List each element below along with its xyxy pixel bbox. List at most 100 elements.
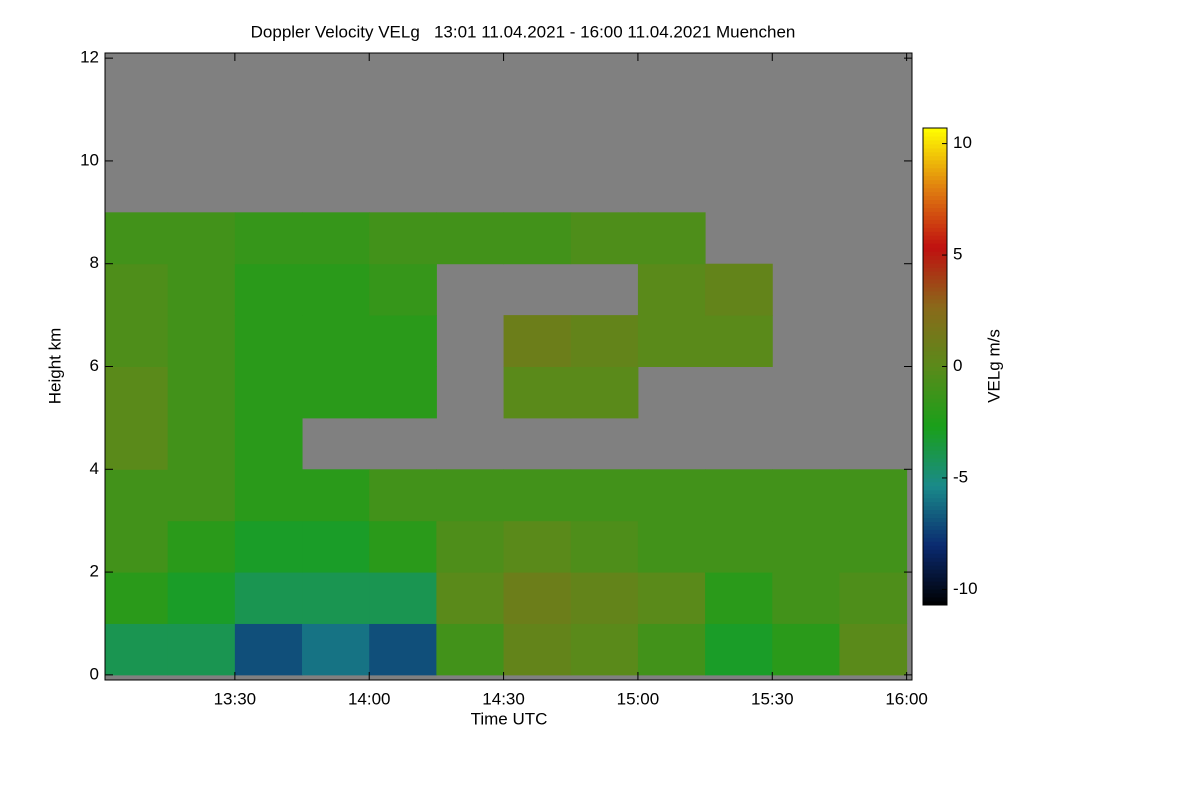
colorbar-segment [923, 410, 947, 415]
colorbar-segment [923, 398, 947, 403]
colorbar-segment [923, 199, 947, 205]
y-tick-label: 10 [80, 150, 99, 169]
heat-cell [839, 623, 908, 676]
heat-cell [369, 212, 437, 265]
colorbar-segment [923, 310, 947, 316]
heat-cell [369, 572, 437, 624]
colorbar-segment [923, 235, 947, 240]
colorbar-segment [923, 167, 947, 173]
heat-cell [705, 263, 773, 316]
colorbar-segment [923, 346, 947, 352]
heat-cell [234, 417, 303, 470]
heat-cell [503, 520, 572, 573]
colorbar-segment [923, 465, 947, 471]
heat-cell [705, 572, 773, 624]
colorbar-segment [923, 374, 947, 379]
heat-cell [436, 469, 505, 522]
colorbar-segment [923, 259, 947, 264]
colorbar-segment [923, 394, 947, 399]
heat-cell [436, 623, 505, 676]
colorbar-segment [923, 473, 947, 479]
heat-cell [369, 366, 437, 419]
colorbar-segment [923, 267, 947, 272]
heat-cell [637, 572, 706, 624]
colorbar-segment [923, 334, 947, 340]
colorbar-segment [923, 509, 947, 515]
colorbar-label: VELg m/s [984, 329, 1003, 403]
colorbar-segment [923, 593, 947, 598]
colorbar-segment [923, 382, 947, 387]
colorbar-segment [923, 227, 947, 232]
heat-cell [105, 572, 169, 624]
colorbar-segment [923, 231, 947, 236]
x-tick-label: 14:30 [482, 689, 525, 708]
heat-cell [167, 469, 236, 522]
colorbar-segment [923, 358, 947, 364]
colorbar-segment [923, 187, 947, 193]
colorbar-segment [923, 521, 947, 526]
heat-cell [705, 469, 773, 522]
heat-cell [105, 366, 169, 419]
colorbar-segment [923, 525, 947, 530]
heat-cell [503, 572, 572, 624]
heat-cell [436, 520, 505, 573]
heat-cell [105, 263, 169, 316]
colorbar-segment [923, 239, 947, 244]
colorbar-segment [923, 386, 947, 391]
colorbar-segment [923, 251, 947, 256]
colorbar-segment [923, 275, 947, 280]
heat-cell [369, 520, 437, 573]
colorbar-segment [923, 302, 947, 308]
heat-cell [234, 572, 303, 624]
heat-cell [302, 572, 370, 624]
x-axis-label: Time UTC [471, 709, 548, 728]
colorbar-segment [923, 418, 947, 423]
heat-cell [772, 469, 840, 522]
heat-cell [234, 366, 303, 419]
colorbar-segment [923, 195, 947, 201]
colorbar-segment [923, 271, 947, 276]
y-tick-label: 0 [90, 664, 99, 683]
colorbar-segment [923, 326, 947, 332]
colorbar-segment [923, 430, 947, 435]
colorbar-segment [923, 426, 947, 431]
colorbar-segment [923, 255, 947, 260]
heat-cell [772, 520, 840, 573]
colorbar-segment [923, 330, 947, 336]
heat-cell [302, 469, 370, 522]
colorbar-segment [923, 569, 947, 574]
colorbar-segment [923, 513, 947, 519]
heat-cell [503, 469, 572, 522]
heat-cell [234, 469, 303, 522]
heat-cell [302, 315, 370, 367]
heat-cell [839, 520, 908, 573]
heat-cell [705, 315, 773, 367]
colorbar-segment [923, 191, 947, 197]
colorbar-segment [923, 215, 947, 220]
colorbar-segment [923, 505, 947, 511]
colorbar-segment [923, 183, 947, 189]
heat-cell [503, 366, 572, 419]
heat-cell [105, 315, 169, 367]
heat-cell [570, 520, 639, 573]
colorbar-segment [923, 477, 947, 483]
heat-cell [167, 572, 236, 624]
colorbar-segment [923, 577, 947, 582]
y-tick-label: 12 [80, 48, 99, 67]
colorbar-segment [923, 453, 947, 459]
colorbar-segment [923, 279, 947, 284]
heat-cell [436, 572, 505, 624]
y-tick-label: 4 [90, 459, 99, 478]
colorbar-segment [923, 545, 947, 550]
heat-cell [570, 572, 639, 624]
heat-cell [302, 366, 370, 419]
heat-cell [570, 212, 639, 265]
heat-cell [369, 623, 437, 676]
heat-cell [167, 315, 236, 367]
y-tick-label: 2 [90, 562, 99, 581]
colorbar-segment [923, 402, 947, 407]
colorbar-segment [923, 485, 947, 491]
heat-cell [234, 623, 303, 676]
heat-cell [436, 212, 505, 265]
colorbar-segment [923, 219, 947, 224]
